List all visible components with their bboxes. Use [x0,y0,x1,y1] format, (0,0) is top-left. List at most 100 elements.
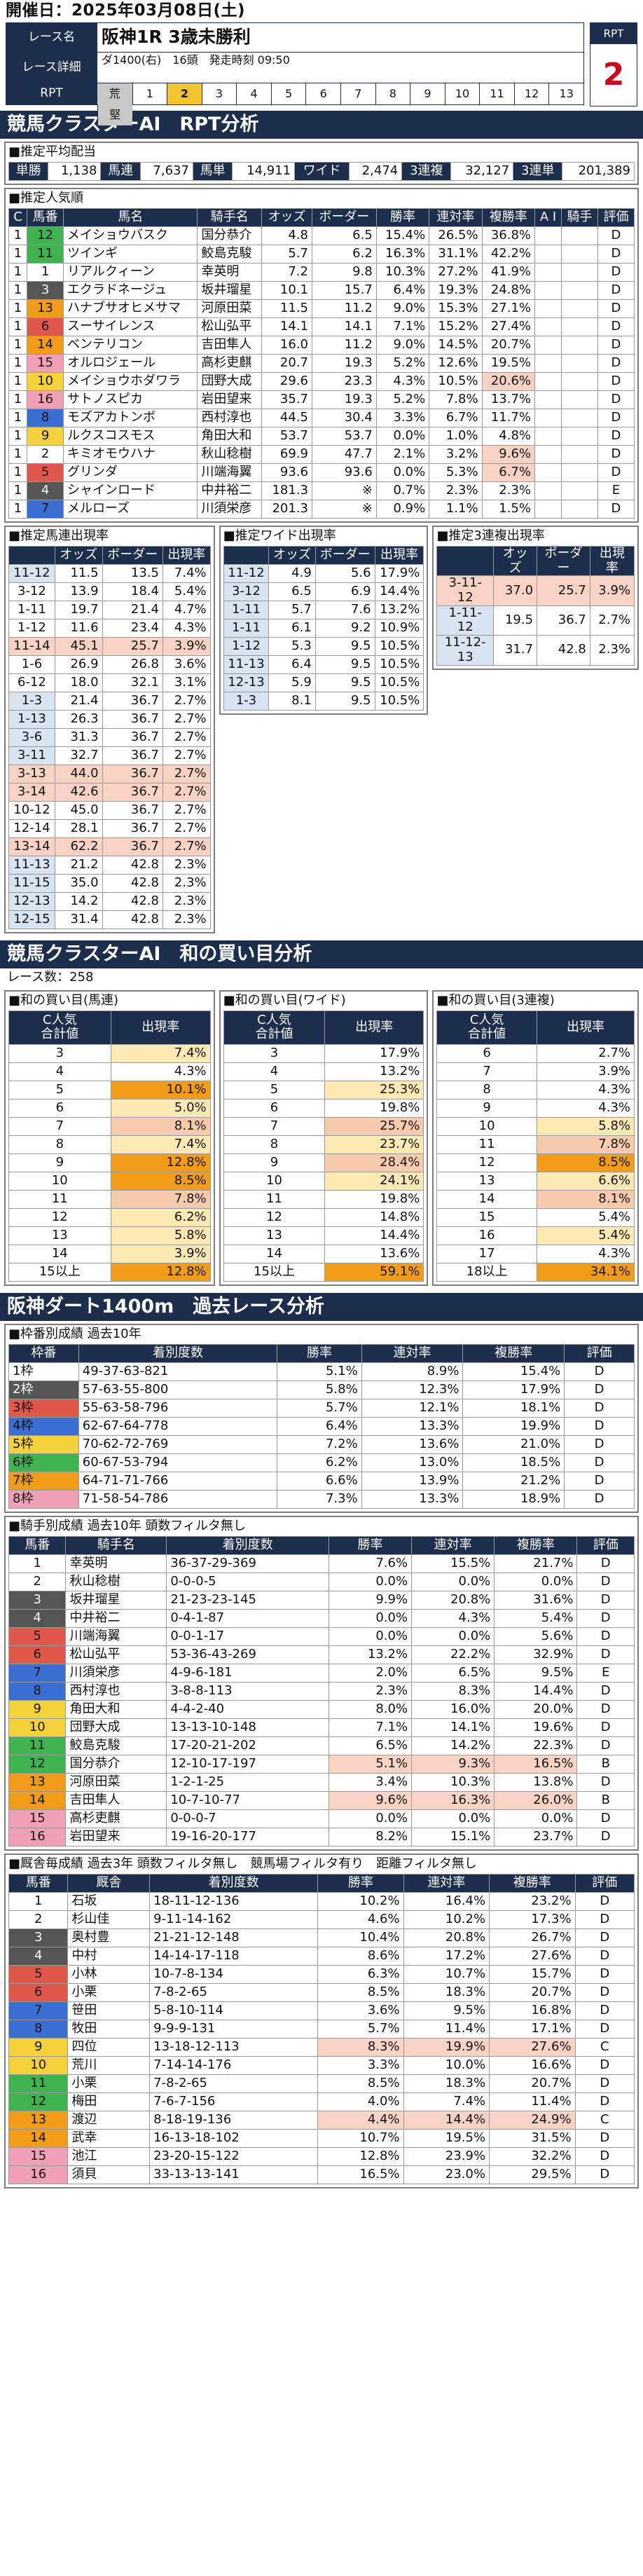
table-cell: 8.6% [317,1946,404,1966]
table-cell: 12-13 [223,673,270,692]
table-row: 3-6 31.3 36.7 2.7% [8,728,211,747]
table-cell: 3.2% [429,445,483,464]
table-cell: 19.5% [481,354,536,373]
column-header: ボーダー [537,545,590,577]
table-cell: 小栗 [67,2074,151,2093]
table-cell: 9.9% [328,1590,413,1610]
table-cell: 2.7% [162,837,211,856]
table-cell: 6.6% [536,1171,635,1191]
table-cell: 5.3% [429,463,483,482]
table-cell: 2.7% [162,819,211,838]
table-cell: 26.8 [102,655,163,674]
table-cell: 9 [27,427,64,446]
table-cell: 31.1% [429,245,483,263]
table-cell: B [576,1754,635,1774]
table-cell: 10 [27,372,64,391]
column-header: オッズ [261,208,312,227]
table-row: 8枠 71-58-54-786 7.3% 13.3% 18.9% D [8,1489,635,1509]
table-cell: 0.0% [328,1809,413,1828]
column-header: 出現率 [324,1010,424,1045]
table-cell: 4.3% [162,619,211,638]
table-row: 12 6.2% [8,1207,211,1227]
waku-table: 枠番 着別度数 勝率 連対率 複勝率 評価 1枠 49-37-63-821 5.1% 8.9% 15… [8,1343,635,1509]
table-cell: 10.1% [110,1080,211,1099]
table-cell: 0.0% [411,1572,495,1591]
table-cell [534,299,562,318]
table-cell: 35.7 [261,390,312,409]
table-cell: 26.0% [494,1790,578,1810]
table-row: 18以上 34.1% [436,1262,635,1282]
table-cell: 15.4% [375,226,430,245]
table-cell: 7枠 [8,1471,79,1491]
table-cell: 11.5 [54,564,103,583]
table-cell: ハナブサオヒメサマ [63,299,198,318]
table-row: 15 池江 23-20-15-122 12.8% 23.9% 32.2% D [8,2146,635,2166]
table-cell: 5.1% [328,1754,413,1774]
table-cell: 10.9% [374,619,424,638]
table-cell: 19.6% [494,1718,578,1737]
table-cell: 6 [27,317,64,336]
table-cell: 16 [27,390,64,409]
table-row: 3 坂井瑠星 21-23-23-145 9.9% 20.8% 31.6% D [8,1590,635,1610]
table-cell: 1.1% [429,500,483,519]
table-row: 15 高杉吏麒 0-0-0-7 0.0% 0.0% 0.0% D [8,1809,635,1828]
column-header: 評価 [576,1535,635,1555]
table-cell: E [597,481,635,500]
table-cell: 17.9% [374,564,424,583]
table-cell: 9.5 [314,655,375,674]
table-cell: 小林 [67,1964,151,1984]
table-cell: 吉田隼人 [65,1790,167,1810]
table-cell: 武幸 [67,2128,151,2148]
table-cell: 牧田 [67,2019,151,2039]
table-cell: 3-6 [8,728,55,747]
table-cell: 8.5% [536,1153,635,1172]
table-row: 1 3 エクラドネージュ 坂井瑠星 10.1 15.7 6.4% 19.3% 24.8% D [8,281,635,300]
table-cell: 9.5 [314,673,375,692]
table-cell: 55-63-58-796 [78,1398,278,1418]
payout-table: 単勝 1,138 馬連 7,637 馬単 14,911 ワイド 2,474 3連複 32,127 3… [8,162,635,181]
table-cell: 奥村豊 [67,1928,151,1947]
table-cell: ツインギ [63,245,198,263]
table-cell: 7-6-7-156 [149,2092,319,2111]
table-cell: 杉山佳 [67,1910,151,1929]
table-cell: 4 [8,1608,67,1628]
table-cell: 1 [27,263,64,282]
table-cell: 181.3 [261,481,312,500]
table-row: 1-12 5.3 9.5 10.5% [223,637,424,656]
table-cell: 13 [436,1171,537,1191]
table-cell: 4.3% [375,372,430,391]
table-row: 1 10 メイショウホダワラ 団野大成 29.6 23.3 4.3% 10.5% 20.6% D [8,372,635,391]
payout-panel: ■推定平均配当 単勝 1,138 馬連 7,637 馬単 14,911 ワイド 2,474 3連… [4,142,639,185]
table-cell: 16.4% [403,1891,490,1911]
table-cell: メルローズ [63,500,198,519]
table-cell: 5 [8,1080,111,1099]
table-cell: 6.4% [375,281,430,300]
table-cell: 10 [436,1116,537,1136]
table-cell: メイショウホダワラ [63,372,198,391]
column-header: オッズ [493,545,538,577]
table-cell: 4.9 [268,564,316,583]
table-cell: 0-0-0-7 [166,1809,329,1828]
table-cell: 20.7% [489,1982,576,2002]
table-cell: 5.4% [536,1226,635,1245]
race-name: 阪神1R 3歳未勝利 [97,22,584,53]
table-row: 1 1 リアルクィーン 幸英明 7.2 9.8 10.3% 27.2% 41.9% D [8,263,635,282]
table-cell: 6.3% [317,1964,404,1984]
table-cell: 西村淳也 [65,1681,167,1701]
table-cell: 12 [27,226,64,245]
table-cell: 45.1 [54,637,103,656]
table-cell: 3-8-8-113 [166,1681,329,1701]
table-cell: 22.2% [411,1645,495,1664]
table-cell: 小栗 [67,1982,151,2002]
table-cell: 9-9-9-131 [149,2019,319,2039]
table-cell: 25.7 [537,575,590,606]
table-cell: 2 [8,1572,67,1591]
table-cell: 5.2% [375,390,430,409]
table-cell: 18.1% [462,1398,565,1418]
payout-label: 単勝 [8,162,49,181]
table-row: 5枠 70-62-72-769 7.2% 13.6% 21.0% D [8,1434,635,1454]
table-row: 8 4.3% [436,1080,635,1099]
table-cell: オルロジェール [63,354,198,373]
wa-panel: ■和の買い目(ワイド) C人気 合計値 出現率 3 17.9% 4 13.2% 5 25.3% 6 1… [219,989,429,1286]
table-cell: E [576,1663,635,1683]
